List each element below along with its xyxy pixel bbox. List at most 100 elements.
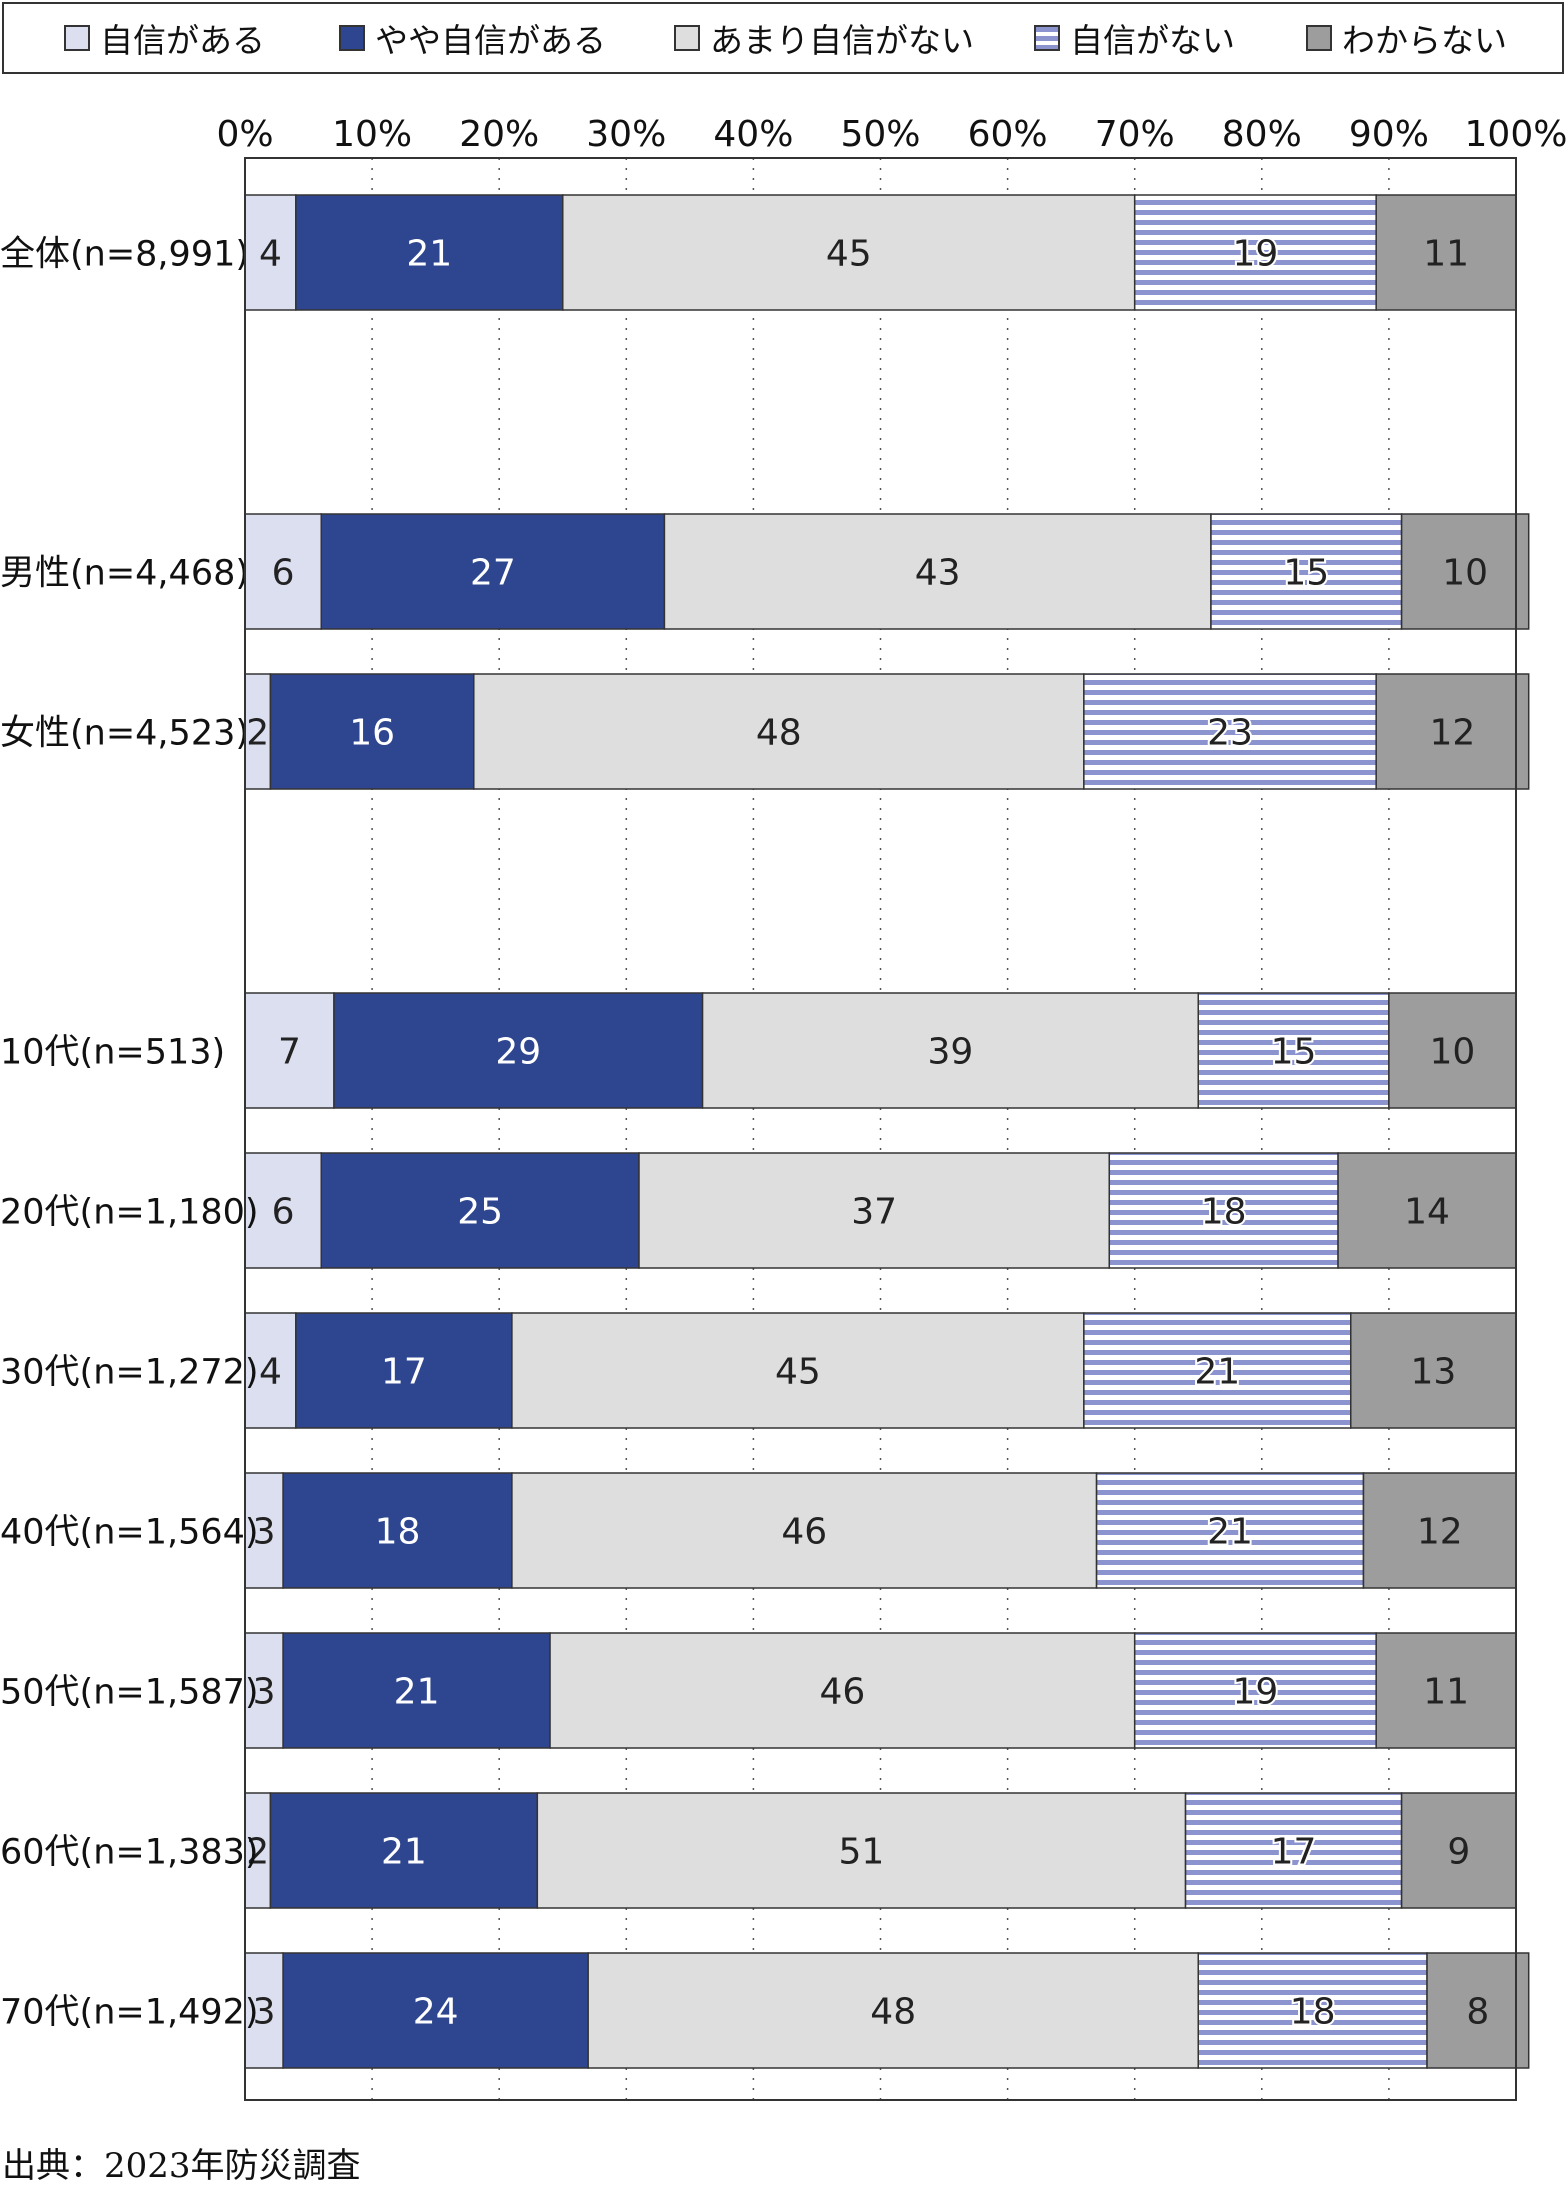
bar-value-label: 24	[413, 1992, 459, 2033]
bar-value-label: 19	[1233, 234, 1279, 275]
bar-segment	[1210, 513, 1403, 630]
bar-segment	[1083, 673, 1377, 790]
bar-value-label: 7	[278, 1032, 301, 1073]
bar-value-label: 2	[246, 713, 269, 754]
bar-segment	[1362, 1472, 1517, 1589]
bar-value-label: 45	[775, 1352, 821, 1393]
x-tick-label: 90%	[1349, 114, 1429, 155]
bar-segment	[244, 513, 323, 630]
bar-segment	[1350, 1312, 1517, 1429]
bar-value-label: 16	[349, 713, 395, 754]
bar-value-label: 12	[1417, 1512, 1463, 1553]
bar-segment	[473, 673, 1085, 790]
bar-segment	[295, 1312, 513, 1429]
bar-value-label: 11	[1423, 1672, 1469, 1713]
bar-value-label: 2	[246, 1832, 269, 1873]
bar-value-label: 43	[915, 553, 961, 594]
legend-item-somewhat-confident: やや自信がある	[339, 4, 606, 72]
bar-segment	[511, 1472, 1098, 1589]
bar-value-label: 12	[1430, 713, 1476, 754]
legend-label-somewhat-confident: やや自信がある	[375, 21, 606, 60]
bar-segment	[244, 1632, 284, 1749]
bar-segment	[1375, 1632, 1517, 1749]
bar-segment	[1375, 673, 1530, 790]
bar-value-label: 13	[1410, 1352, 1456, 1393]
bar-segment	[244, 1792, 272, 1909]
bar-value-label: 10	[1442, 553, 1488, 594]
category-label: 50代(n=1,587)	[0, 1673, 259, 1713]
bar-value-label: 4	[259, 1352, 282, 1393]
legend-label-dont-know: わからない	[1342, 21, 1507, 60]
bar-value-label: 27	[470, 553, 516, 594]
category-labels: 全体(n=8,991) 男性(n=4,468) 女性(n=4,523) 10代(n=5…	[0, 235, 259, 2033]
bar-segment	[282, 1472, 513, 1589]
bar-value-label: 46	[819, 1672, 865, 1713]
bar-segment	[282, 1632, 551, 1749]
bar-value-label: 39	[927, 1032, 973, 1073]
legend-label-not-very-confident: あまり自信がない	[710, 21, 974, 60]
bar-segment	[663, 513, 1212, 630]
bar-value-label: 8	[1466, 1992, 1489, 2033]
bar-value-label: 3	[253, 1992, 276, 2033]
legend-item-not-very-confident: あまり自信がない	[674, 4, 974, 72]
x-axis-ticks: 0% 10% 20% 30% 40% 50% 60% 70% 80% 90% 100%	[216, 114, 1567, 155]
bars: 4 21 45 19 116 27 43 15 102 16 48 23 127 29 39 15 106 25 3…	[244, 194, 1530, 2069]
x-tick-label: 50%	[840, 114, 920, 155]
bar-value-label: 6	[272, 553, 295, 594]
legend-swatch-somewhat-confident	[339, 25, 365, 51]
bar-segment	[320, 513, 666, 630]
bar-segment	[1197, 1952, 1428, 2069]
bar-value-label: 23	[1207, 713, 1253, 754]
category-label: 60代(n=1,383)	[0, 1833, 259, 1873]
bar-segment	[1400, 1792, 1517, 1909]
bar-value-label: 21	[406, 234, 452, 275]
bar-value-label: 48	[756, 713, 802, 754]
x-tick-label: 100%	[1465, 114, 1568, 155]
bar-segment	[244, 1312, 297, 1429]
category-label: 70代(n=1,492)	[0, 1993, 259, 2033]
bar-value-label: 21	[1207, 1512, 1253, 1553]
chart-legend: 自信がある やや自信がある あまり自信がない 自信がない わからない	[2, 2, 1564, 74]
bar-segment	[1388, 992, 1517, 1109]
category-label: 全体(n=8,991)	[0, 235, 249, 275]
legend-swatch-dont-know	[1306, 25, 1332, 51]
category-label: 10代(n=513)	[0, 1033, 225, 1073]
source-note: 出典：2023年防災調査	[2, 2146, 361, 2186]
bar-segment	[1197, 992, 1390, 1109]
bar-segment	[549, 1632, 1136, 1749]
bar-segment	[295, 194, 564, 311]
bar-value-label: 29	[495, 1032, 541, 1073]
x-tick-label: 10%	[332, 114, 412, 155]
bar-segment	[536, 1792, 1187, 1909]
bar-segment	[1400, 513, 1530, 630]
x-tick-label: 70%	[1095, 114, 1175, 155]
bar-value-label: 3	[253, 1512, 276, 1553]
category-label: 40代(n=1,564)	[0, 1513, 259, 1553]
bar-value-label: 18	[1290, 1992, 1336, 2033]
bar-value-label: 48	[870, 1992, 916, 2033]
bar-segment	[1426, 1952, 1530, 2069]
legend-swatch-confident	[64, 25, 90, 51]
bar-value-label: 46	[781, 1512, 827, 1553]
bar-value-label: 17	[1271, 1832, 1317, 1873]
legend-item-dont-know: わからない	[1306, 4, 1507, 72]
x-tick-label: 30%	[586, 114, 666, 155]
bar-value-label: 3	[253, 1672, 276, 1713]
legend-item-not-confident: 自信がない	[1034, 4, 1235, 72]
bar-value-label: 45	[826, 234, 872, 275]
bar-value-label: 10	[1430, 1032, 1476, 1073]
bar-segment	[638, 1152, 1111, 1269]
stacked-bar-chart: 0% 10% 20% 30% 40% 50% 60% 70% 80% 90% 100% 4 21 45 1…	[0, 114, 1567, 2101]
bar-segment	[269, 1792, 539, 1909]
bar-value-label: 21	[381, 1832, 427, 1873]
bar-segment	[333, 992, 704, 1109]
bar-segment	[269, 673, 475, 790]
category-label: 男性(n=4,468)	[0, 554, 249, 594]
legend-label-not-confident: 自信がない	[1070, 21, 1235, 60]
bar-segment	[1133, 194, 1377, 311]
bar-value-label: 17	[381, 1352, 427, 1393]
bar-value-label: 15	[1271, 1032, 1317, 1073]
bar-segment	[1184, 1792, 1403, 1909]
bar-segment	[511, 1312, 1085, 1429]
plot-area-frame	[244, 157, 1517, 2101]
